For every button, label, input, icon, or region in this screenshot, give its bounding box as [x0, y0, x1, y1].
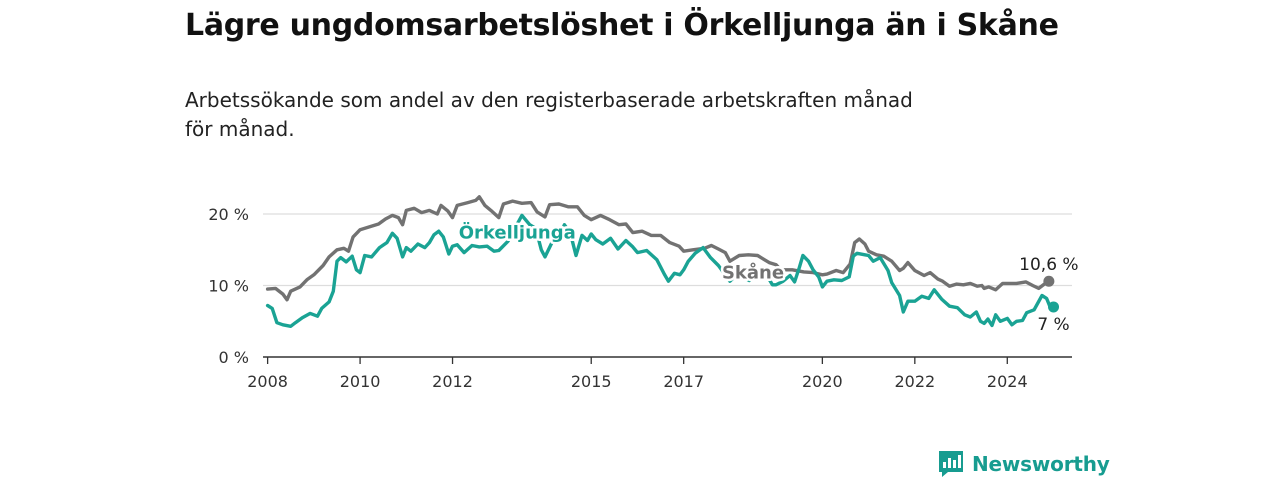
series-label-skane: Skåne — [722, 262, 784, 284]
x-tick-label: 2020 — [802, 372, 843, 391]
end-point-skane — [1043, 275, 1055, 287]
series-line-skane — [265, 195, 1051, 302]
y-tick-label: 10 % — [208, 277, 249, 296]
brand-name: Newsworthy — [972, 452, 1110, 476]
y-tick-label: 0 % — [219, 348, 249, 367]
x-tick-label: 2015 — [571, 372, 612, 391]
x-tick-label: 2024 — [987, 372, 1028, 391]
newsworthy-chart-icon — [939, 451, 963, 477]
end-value-label-skane: 10,6 % — [1019, 255, 1078, 275]
series-lines — [265, 195, 1060, 328]
x-tick-label: 2010 — [340, 372, 381, 391]
x-tick-label: 2012 — [432, 372, 473, 391]
x-tick-label: 2022 — [894, 372, 935, 391]
end-value-label-orkelljunga: 7 % — [1037, 315, 1069, 335]
series-line-orkelljunga — [265, 213, 1056, 328]
series-label-orkelljunga: Örkelljunga — [459, 222, 576, 244]
series-labels: Skåne 10,6 % Örkelljunga 7 % — [456, 219, 1080, 337]
x-axis-ticks: 2008 2010 2012 2015 2017 2020 2022 2024 — [247, 357, 1028, 391]
y-axis-ticks: 0 % 10 % 20 % — [208, 205, 249, 367]
chart-title: Lägre ungdomsarbetslöshet i Örkelljunga … — [185, 8, 1059, 43]
x-tick-label: 2008 — [247, 372, 288, 391]
x-tick-label: 2017 — [663, 372, 704, 391]
end-point-orkelljunga — [1048, 301, 1060, 313]
chart-subtitle: Arbetssökande som andel av den registerb… — [185, 88, 913, 141]
newsworthy-logo: Newsworthy — [938, 450, 1110, 478]
gridlines — [263, 213, 1072, 358]
y-tick-label: 20 % — [208, 205, 249, 224]
